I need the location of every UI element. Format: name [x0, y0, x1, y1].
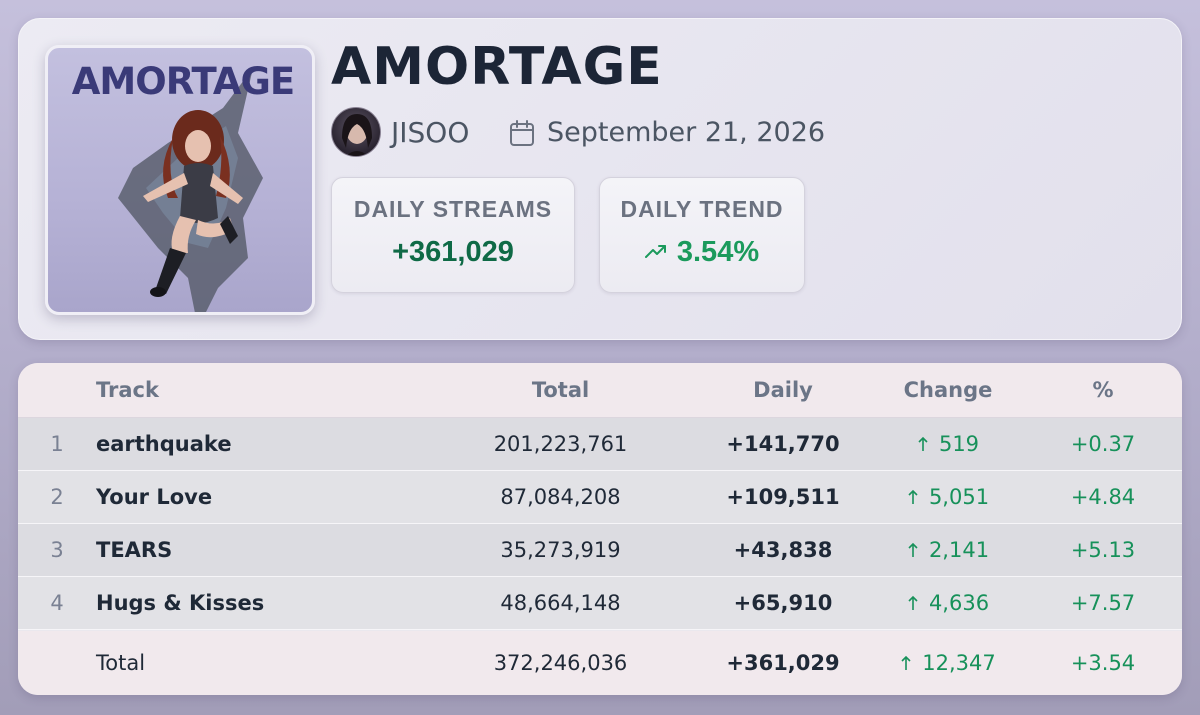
daily-trend-label: DAILY TREND — [620, 196, 784, 222]
daily-streams-value: +361,029 — [392, 236, 514, 268]
total-rank — [18, 631, 96, 695]
release-date: September 21, 2026 — [547, 117, 826, 148]
table-header-row: Track Total Daily Change % — [18, 363, 1182, 418]
daily-trend-card: DAILY TREND 3.54% — [599, 177, 805, 293]
track-change: 4,636 — [858, 577, 1038, 629]
track-name[interactable]: Your Love — [96, 485, 213, 509]
arrow-up-icon — [901, 655, 911, 670]
trend-up-icon — [644, 245, 666, 259]
header-total[interactable]: Total — [531, 378, 590, 402]
track-rank: 3 — [50, 538, 64, 562]
track-total: 87,084,208 — [500, 485, 621, 509]
total-change-value: 12,347 — [922, 651, 996, 675]
header-pct[interactable]: % — [1092, 378, 1114, 402]
track-rank: 4 — [50, 591, 64, 615]
track-change-value: 4,636 — [928, 591, 990, 615]
artist-portrait — [342, 114, 372, 156]
track-rank: 2 — [50, 485, 64, 509]
track-change: 2,141 — [858, 524, 1038, 576]
track-name[interactable]: Hugs & Kisses — [96, 591, 265, 615]
daily-trend-value: 3.54% — [676, 236, 760, 268]
header-rank — [18, 363, 96, 417]
arrow-up-icon — [908, 542, 918, 557]
track-rank: 1 — [50, 432, 64, 456]
track-pct: +0.37 — [1070, 432, 1136, 456]
track-daily: +65,910 — [733, 591, 833, 615]
track-pct: +5.13 — [1070, 538, 1136, 562]
total-pct: +3.54 — [1070, 651, 1136, 675]
total-daily: +361,029 — [726, 651, 840, 675]
track-change-value: 2,141 — [928, 538, 990, 562]
table-row[interactable]: 4 Hugs & Kisses 48,664,148 +65,910 4,636… — [18, 577, 1182, 630]
track-daily: +43,838 — [733, 538, 833, 562]
total-label: Total — [96, 651, 146, 675]
arrow-up-icon — [908, 489, 918, 504]
album-cover-image: AMORTAGE — [45, 45, 315, 315]
album-header-card: AMORTAGE AMORTAGE JISOO September 21, 20… — [18, 18, 1182, 340]
table-row[interactable]: 3 TEARS 35,273,919 +43,838 2,141 +5.13 — [18, 524, 1182, 577]
header-daily[interactable]: Daily — [753, 378, 813, 402]
track-total: 35,273,919 — [500, 538, 621, 562]
track-total: 48,664,148 — [500, 591, 621, 615]
arrow-up-icon — [908, 595, 918, 610]
table-row[interactable]: 2 Your Love 87,084,208 +109,511 5,051 +4… — [18, 471, 1182, 524]
total-streams: 372,246,036 — [493, 651, 628, 675]
arrow-up-icon — [918, 436, 928, 451]
daily-streams-label: DAILY STREAMS — [353, 196, 553, 222]
daily-streams-card: DAILY STREAMS +361,029 — [331, 177, 575, 293]
artist-name[interactable]: JISOO — [391, 116, 470, 149]
track-change-value: 5,051 — [928, 485, 990, 509]
album-title: AMORTAGE — [331, 37, 663, 97]
track-pct: +4.84 — [1070, 485, 1136, 509]
track-change-value: 519 — [938, 432, 980, 456]
header-track[interactable]: Track — [96, 378, 159, 402]
tracks-table: Track Total Daily Change % 1 earthquake … — [18, 363, 1182, 695]
table-row[interactable]: 1 earthquake 201,223,761 +141,770 519 +0… — [18, 418, 1182, 471]
daily-trend-value-wrap: 3.54% — [600, 236, 804, 269]
track-name[interactable]: earthquake — [96, 432, 232, 456]
track-name[interactable]: TEARS — [96, 538, 173, 562]
track-change: 519 — [858, 418, 1038, 470]
track-daily: +109,511 — [726, 485, 840, 509]
total-change: 12,347 — [858, 631, 1038, 695]
cover-artwork — [118, 68, 263, 312]
calendar-icon — [510, 120, 534, 146]
artist-avatar[interactable] — [331, 107, 381, 157]
track-total: 201,223,761 — [493, 432, 628, 456]
header-change[interactable]: Change — [903, 378, 993, 402]
table-total-row: Total 372,246,036 +361,029 12,347 +3.54 — [18, 631, 1182, 695]
cover-title-text: AMORTAGE — [71, 60, 295, 103]
track-pct: +7.57 — [1070, 591, 1136, 615]
track-change: 5,051 — [858, 471, 1038, 523]
track-daily: +141,770 — [726, 432, 840, 456]
